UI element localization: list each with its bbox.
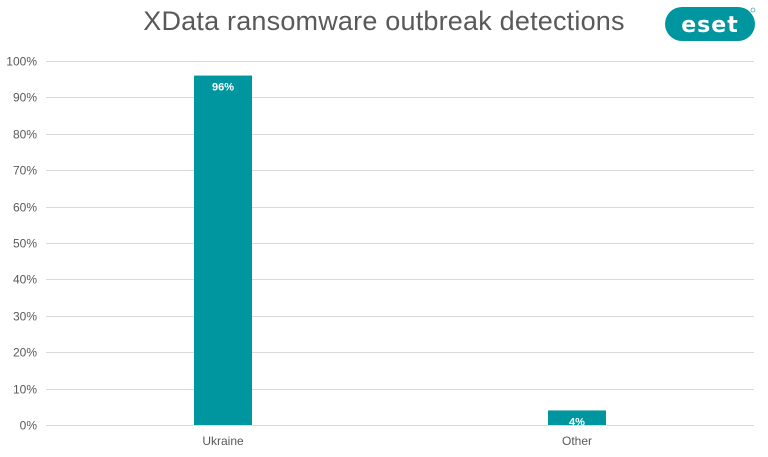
x-axis-categories: Ukraine Other <box>202 434 592 448</box>
y-axis-ticks: 0% 10% 20% 30% 40% 50% 60% 70% 80% 90% 100% <box>6 55 37 433</box>
registered-mark-icon <box>750 7 756 13</box>
bar-ukraine <box>194 75 252 425</box>
logo-text: eset <box>681 13 738 38</box>
y-tick-label: 60% <box>13 201 37 215</box>
logo-badge <box>665 7 755 41</box>
chart-title: XData ransomware outbreak detections <box>143 6 625 36</box>
data-label-other: 4% <box>569 416 585 428</box>
data-labels: 96% 4% <box>212 82 585 429</box>
y-tick-label: 90% <box>13 91 37 105</box>
y-tick-label: 20% <box>13 346 37 360</box>
data-label-ukraine: 96% <box>212 82 234 94</box>
bar-other <box>548 410 606 425</box>
category-label-other: Other <box>562 434 592 448</box>
bars <box>194 75 606 425</box>
gridlines <box>46 61 754 426</box>
y-tick-label: 80% <box>13 128 37 142</box>
y-tick-label: 100% <box>6 55 37 69</box>
y-tick-label: 70% <box>13 164 37 178</box>
y-tick-label: 40% <box>13 273 37 287</box>
y-tick-label: 50% <box>13 237 37 251</box>
y-tick-label: 10% <box>13 383 37 397</box>
eset-logo: eset <box>665 7 756 41</box>
category-label-ukraine: Ukraine <box>202 434 244 448</box>
y-tick-label: 0% <box>20 419 38 433</box>
y-tick-label: 30% <box>13 310 37 324</box>
